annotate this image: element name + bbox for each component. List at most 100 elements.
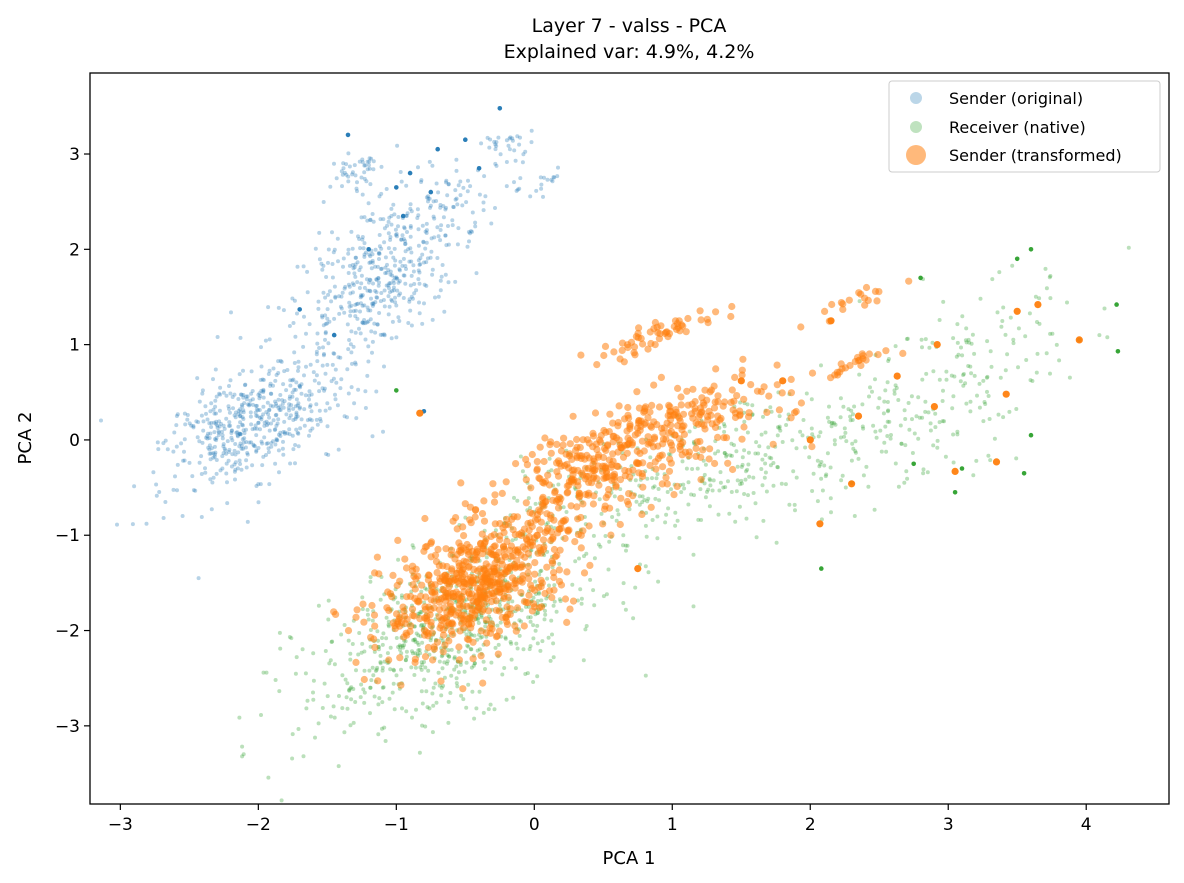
data-point	[317, 257, 322, 262]
data-point	[1001, 305, 1006, 310]
data-point	[624, 403, 632, 412]
data-point	[212, 444, 217, 449]
data-point	[353, 700, 358, 704]
data-point	[873, 429, 878, 434]
data-point	[954, 354, 959, 359]
data-point	[268, 381, 273, 386]
data-point	[374, 277, 379, 282]
data-point	[457, 479, 465, 487]
data-point	[302, 314, 306, 319]
data-point	[224, 471, 229, 476]
data-point	[359, 294, 364, 299]
data-point	[314, 352, 319, 357]
data-point	[933, 425, 938, 430]
data-point	[937, 420, 942, 425]
data-point	[352, 401, 357, 406]
data-point	[278, 404, 283, 409]
data-point	[1048, 331, 1053, 336]
data-point	[651, 318, 660, 327]
data-point	[1001, 415, 1006, 420]
data-point	[521, 647, 526, 652]
data-point	[241, 393, 246, 397]
data-point	[446, 182, 451, 186]
data-point	[243, 382, 248, 387]
data-point	[441, 204, 446, 209]
data-point	[407, 259, 412, 264]
data-point	[538, 579, 546, 587]
data-point	[733, 392, 741, 400]
data-point	[229, 431, 234, 435]
data-point	[305, 269, 310, 274]
data-point	[240, 744, 245, 749]
data-point	[465, 189, 470, 194]
data-point	[237, 431, 242, 436]
data-point	[550, 586, 558, 594]
data-point	[413, 637, 417, 642]
data-point	[200, 391, 205, 396]
data-point	[403, 658, 408, 662]
data-point	[643, 564, 648, 569]
data-point	[264, 441, 269, 446]
data-point	[333, 295, 338, 300]
data-point	[370, 350, 374, 355]
data-point	[425, 256, 430, 261]
data-point	[349, 685, 354, 690]
data-point	[514, 188, 519, 193]
data-point	[536, 443, 544, 451]
data-point	[313, 246, 318, 251]
data-point	[598, 544, 603, 549]
data-point	[528, 450, 536, 459]
data-point	[282, 430, 287, 435]
data-point	[473, 224, 478, 229]
data-point	[683, 387, 691, 395]
data-point	[871, 423, 876, 428]
data-point	[699, 446, 707, 454]
data-point	[482, 616, 490, 624]
data-point	[476, 621, 481, 625]
data-point	[182, 437, 187, 442]
data-point	[489, 660, 494, 665]
data-point	[256, 500, 261, 505]
data-point	[258, 394, 263, 399]
data-point	[529, 140, 534, 145]
data-point	[511, 546, 519, 554]
data-point	[443, 233, 448, 238]
data-point	[523, 672, 528, 676]
data-point	[397, 681, 405, 689]
data-point	[299, 417, 304, 422]
data-point	[538, 569, 543, 574]
data-point	[919, 337, 924, 342]
data-point	[417, 270, 422, 275]
data-point	[424, 240, 429, 245]
data-point	[865, 350, 874, 358]
data-point	[239, 392, 244, 397]
data-point	[448, 691, 453, 695]
data-point	[707, 411, 715, 419]
data-point	[359, 650, 364, 655]
data-point	[1011, 337, 1016, 342]
data-point	[431, 685, 436, 690]
data-point	[257, 415, 262, 420]
data-point	[601, 594, 606, 599]
data-point	[513, 158, 518, 163]
data-point	[506, 143, 511, 148]
y-tick-label: 1	[69, 336, 80, 356]
data-point	[339, 169, 344, 174]
data-point	[1028, 378, 1033, 383]
data-point	[281, 430, 286, 434]
data-point	[350, 172, 355, 177]
data-point	[244, 394, 249, 399]
data-point	[804, 391, 809, 396]
data-point	[368, 217, 373, 222]
data-point	[512, 180, 516, 185]
plot-frame	[89, 72, 1170, 805]
data-point	[472, 661, 477, 666]
data-point	[651, 485, 655, 490]
data-point	[547, 456, 552, 461]
data-point	[304, 364, 308, 369]
data-point	[436, 575, 444, 583]
data-point	[320, 313, 324, 318]
data-point	[539, 186, 544, 191]
data-point	[742, 419, 747, 424]
